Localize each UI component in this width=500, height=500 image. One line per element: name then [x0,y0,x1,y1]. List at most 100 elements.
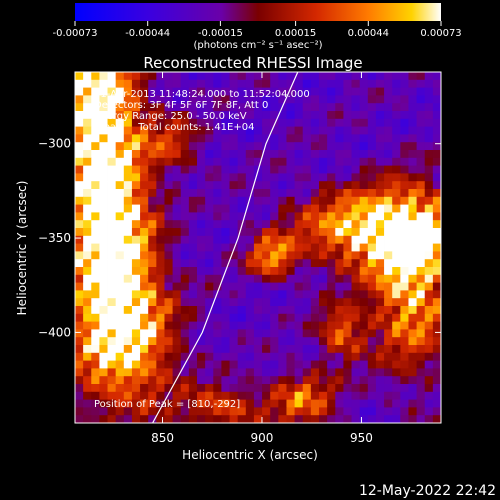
heatmap-cell [164,345,173,354]
heatmap-cell [367,345,377,354]
heatmap-cell [140,228,149,237]
heatmap-cell [107,204,117,213]
heatmap-cell [294,118,304,127]
heatmap-cell [286,228,295,237]
heatmap-cell [335,345,344,354]
heatmap-cell [384,352,393,361]
heatmap-cell [99,313,108,322]
heatmap-cell [253,118,263,127]
heatmap-cell [392,399,401,408]
heatmap-cell [424,337,434,346]
heatmap-cell [205,181,214,190]
heatmap-cell [384,399,393,408]
heatmap-cell [115,282,125,291]
heatmap-cell [237,196,247,205]
heatmap-cell [75,220,84,229]
heatmap-cell [367,259,377,268]
heatmap-cell [278,157,287,166]
heatmap-cell [164,306,173,315]
heatmap-cell [205,87,214,96]
heatmap-cell [221,220,230,229]
heatmap-cell [229,243,239,252]
heatmap-cell [205,220,214,229]
heatmap-cell [262,142,271,151]
heatmap-cell [188,337,198,346]
heatmap-cell [416,399,426,408]
heatmap-cell [148,251,157,260]
heatmap-cell [343,212,352,221]
heatmap-cell [131,220,141,229]
heatmap-cell [91,290,100,299]
heatmap-cell [107,165,117,174]
heatmap-cell [400,407,409,416]
heatmap-cell [245,142,255,151]
heatmap-cell [278,134,287,143]
heatmap-cell [180,181,190,190]
heatmap-cell [384,415,393,423]
heatmap-cell [83,251,92,260]
heatmap-cell [115,126,125,135]
heatmap-cell [91,204,100,213]
heatmap-cell [367,157,377,166]
heatmap-cell [319,298,328,307]
heatmap-cell [343,251,352,260]
heatmap-cell [115,274,125,283]
heatmap-cell [148,399,157,408]
heatmap-cell [375,118,385,127]
heatmap-cell [343,368,352,377]
heatmap-cell [400,142,409,151]
heatmap-cell [180,126,190,135]
heatmap-cell [205,368,214,377]
heatmap-cell [416,321,426,330]
heatmap-cell [164,95,173,104]
heatmap-cell [197,126,206,135]
heatmap-cell [123,345,133,354]
heatmap-cell [327,306,336,315]
heatmap-cell [343,274,352,283]
heatmap-cell [140,212,149,221]
heatmap-cell [131,391,141,400]
heatmap-cell [343,72,352,81]
heatmap-cell [262,243,271,252]
heatmap-cell [416,79,426,88]
heatmap-cell [367,87,377,96]
heatmap-cell [432,79,441,88]
heatmap-cell [115,407,125,416]
heatmap-cell [416,165,426,174]
heatmap-cell [319,243,328,252]
heatmap-cell [221,391,230,400]
heatmap-cell [359,212,369,221]
heatmap-cell [91,220,100,229]
heatmap-cell [75,329,84,338]
heatmap-cell [253,298,263,307]
heatmap-cell [416,173,426,182]
colorbar-units-label: (photons cm⁻² s⁻¹ asec⁻²) [193,40,322,51]
heatmap-cell [432,103,441,112]
heatmap-cell [188,415,198,423]
heatmap-cell [131,212,141,221]
heatmap-cell [416,72,426,81]
heatmap-cell [221,407,230,416]
heatmap-cell [107,313,117,322]
heatmap-cell [408,306,417,315]
heatmap-cell [262,228,271,237]
heatmap-cell [262,384,271,393]
heatmap-cell [148,306,157,315]
heatmap-cell [294,321,304,330]
heatmap-cell [351,196,361,205]
heatmap-cell [221,189,230,198]
heatmap-cell [408,298,417,307]
heatmap-cell [367,150,377,159]
heatmap-cell [327,321,336,330]
heatmap-cell [432,235,441,244]
heatmap-cell [213,368,222,377]
heatmap-cell [107,376,117,385]
heatmap-cell [424,360,434,369]
heatmap-cell [367,173,377,182]
heatmap-cell [221,181,230,190]
heatmap-cell [286,212,295,221]
heatmap-cell [319,290,328,299]
heatmap-cell [221,274,230,283]
heatmap-cell [270,306,279,315]
heatmap-cell [123,399,133,408]
